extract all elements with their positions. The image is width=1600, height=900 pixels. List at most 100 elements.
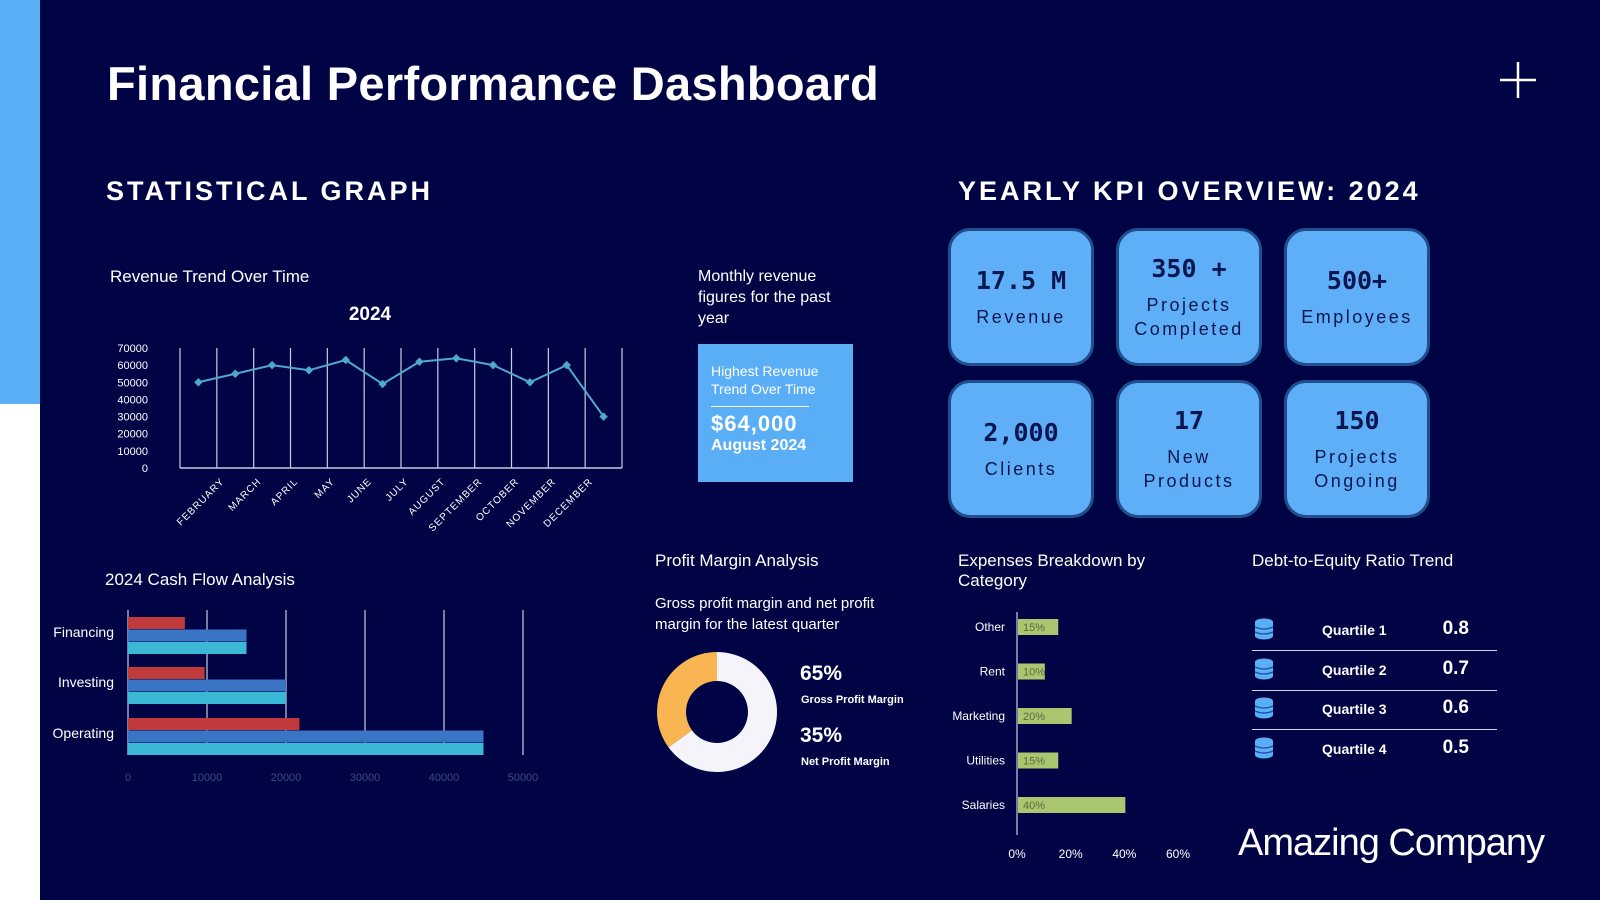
y-tick-label: 10000 [117,446,148,458]
y-tick-label: 40000 [117,394,148,406]
data-label: 15% [1023,756,1045,768]
kpi-value: 17 [1173,405,1205,435]
kpi-value: 500+ [1326,265,1388,295]
category-label: Investing [58,674,114,690]
kpi-label: Projects Completed [1134,294,1244,339]
cashflow-title: 2024 Cash Flow Analysis [105,570,295,589]
highlight-date: August 2024 [711,437,807,454]
x-tick-label: 60% [1166,847,1190,861]
gross-label: Gross Profit Margin [801,694,904,706]
kpi-card: 2,000 Clients [948,380,1094,518]
y-tick-label: 50000 [117,377,148,389]
revenue-chart-title: Revenue Trend Over Time [110,267,310,286]
data-point [341,355,350,365]
data-point [525,378,535,387]
kpi-card: 350 + Projects Completed [1116,228,1262,366]
highlight-label: Highest Revenue Trend Over Time [711,363,819,397]
plus-icon[interactable] [1498,60,1538,100]
y-tick-label: 60000 [117,360,148,372]
debt-value: 0.7 [1442,657,1469,679]
database-icon [1254,658,1274,679]
bar [1018,663,1045,680]
debt-row: Quartile 3 0.6 [1252,691,1497,730]
x-tick-label: 40000 [429,772,460,784]
kpi-card: 17 New Products [1116,380,1262,518]
kpi-value: 350 + [1151,253,1227,283]
data-label: 20% [1023,711,1045,723]
bar [128,679,286,692]
accent-strip-bottom [0,404,40,900]
kpi-label: Clients [984,458,1058,479]
net-label: Net Profit Margin [801,756,890,768]
debt-row: Quartile 1 0.8 [1252,612,1497,651]
bar [1018,619,1059,635]
debt-label: Quartile 3 [1322,701,1387,717]
debt-row: Quartile 4 0.5 [1252,731,1497,770]
kpi-label: New Products [1143,446,1235,491]
data-point [488,360,498,370]
x-tick-label: JUNE [345,476,374,505]
data-point [267,360,277,370]
category-label: Financing [53,624,114,640]
data-point [599,412,608,421]
bar [128,730,484,743]
x-tick-label: 0% [1008,847,1026,861]
net-value: 35% [800,724,843,747]
data-point [231,369,240,378]
bar [128,718,300,730]
debt-title: Debt-to-Equity Ratio Trend [1252,551,1454,570]
expenses-bar-chart: Other 15% Rent 10% Marketing 20% Utilities 15% S… [952,612,1190,861]
section-statistical-graph: STATISTICAL GRAPH [106,176,433,206]
y-tick-label: 70000 [117,343,148,355]
kpi-card: 17.5 M Revenue [948,228,1094,366]
category-label: Marketing [952,709,1005,723]
cashflow-bar-chart: 0 10000 20000 30000 40000 50000 Financing Inves… [53,610,539,784]
data-point [415,357,424,366]
category-label: Utilities [966,754,1005,768]
debt-label: Quartile 2 [1322,661,1387,678]
bar [128,743,484,755]
data-point [304,366,314,375]
x-tick-label: 20000 [271,772,302,784]
data-label: 15% [1023,622,1045,634]
data-point [378,379,387,389]
y-tick-label: 20000 [117,429,148,441]
debt-label: Quartile 4 [1322,740,1387,757]
bar [128,629,247,642]
category-label: Operating [53,725,114,741]
profit-title: Profit Margin Analysis [655,551,819,570]
category-label: Rent [980,665,1006,679]
donut-slice [657,652,717,748]
kpi-value: 17.5 M [975,265,1067,295]
bar [128,617,185,629]
bar [128,667,205,679]
data-point [194,378,203,387]
x-tick-label: 0 [125,772,131,784]
revenue-note: Monthly revenue figures for the past yea… [698,268,831,327]
accent-strip [0,0,40,404]
highest-revenue-box: Highest Revenue Trend Over Time $64,000 … [698,344,853,482]
chart-title: 2024 [349,304,392,325]
bar [128,692,286,704]
kpi-value: 150 [1334,405,1380,435]
profit-donut-chart [657,652,777,772]
section-kpi-overview: YEARLY KPI OVERVIEW: 2024 [958,176,1421,206]
data-point [452,354,461,363]
kpi-card: 150 Projects Ongoing [1284,380,1430,518]
debt-row: Quartile 2 0.7 [1252,652,1497,691]
donut-slice [668,652,777,772]
data-label: 40% [1023,800,1045,812]
debt-value: 0.5 [1442,736,1469,758]
x-tick-label: 40% [1112,847,1136,861]
profit-subtitle: Gross profit margin and net profit margi… [655,595,875,633]
data-label: 10% [1023,667,1045,679]
kpi-label: Revenue [976,306,1066,327]
y-tick-label: 0 [142,463,148,475]
category-label: Salaries [962,798,1005,812]
x-tick-label: MAY [313,476,338,501]
x-tick-label: MARCH [227,476,264,513]
expenses-title: Expenses Breakdown by Category [958,551,1146,590]
bar [1018,708,1072,724]
x-tick-label: 50000 [508,772,539,784]
database-icon [1254,697,1274,719]
